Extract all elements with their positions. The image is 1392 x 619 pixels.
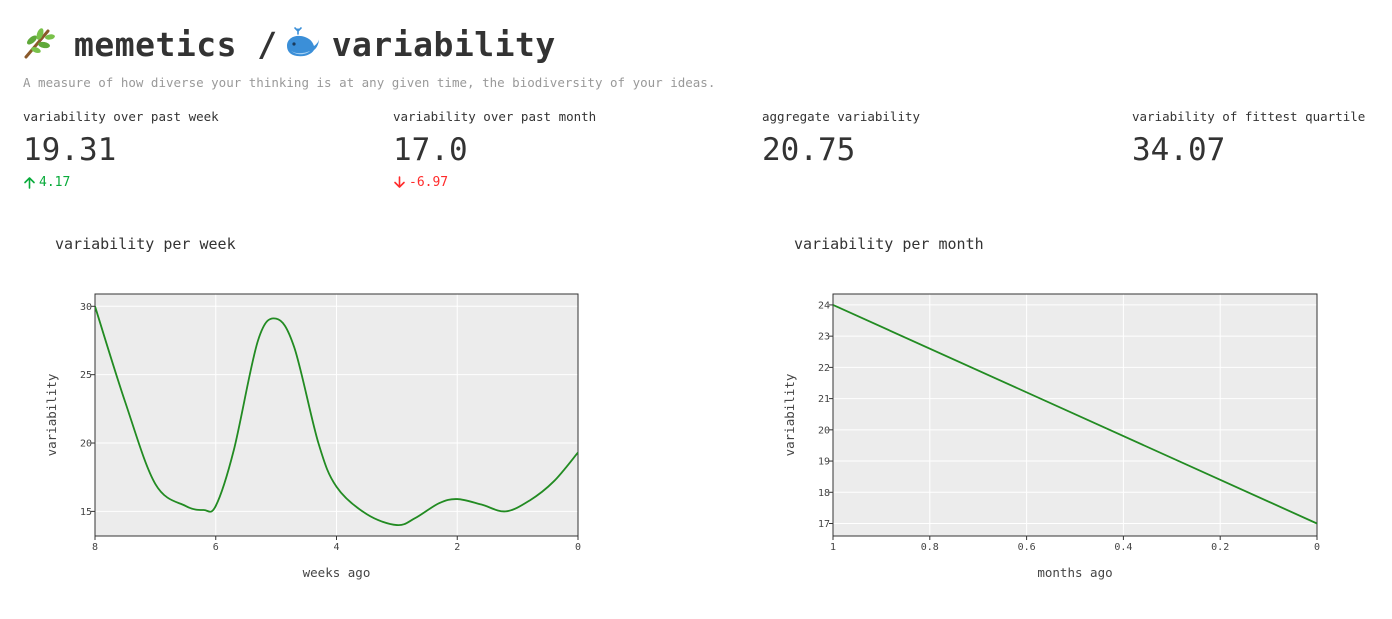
- monthly-variability-chart[interactable]: 1 0.8 0.6 0.4 0.2 0 17 18 19 20 21 22 23 24 months ago…: [740, 280, 1360, 600]
- y-tick-label: 30: [80, 302, 92, 313]
- x-tick-label: 1: [830, 542, 836, 553]
- metric-label: variability of fittest quartile: [1132, 109, 1366, 124]
- metric-label: variability over past month: [393, 109, 597, 124]
- x-tick-label: 8: [92, 542, 98, 553]
- x-tick-label: 2: [454, 542, 460, 553]
- metric-value: 19.31: [23, 132, 117, 168]
- x-tick-label: 0.8: [921, 542, 939, 553]
- metric-aggregate: aggregate variability 20.75: [762, 108, 920, 171]
- x-tick-label: 0.6: [1018, 542, 1036, 553]
- y-tick-label: 20: [80, 439, 92, 450]
- plot-frame: [832, 293, 1318, 537]
- series-line: [95, 306, 578, 527]
- branch-leaf-icon: [22, 26, 58, 62]
- y-tick-label: 19: [818, 457, 830, 468]
- y-tick-label: 24: [818, 300, 830, 311]
- arrow-down-icon: [394, 176, 405, 188]
- y-tick-label: 22: [818, 363, 830, 374]
- metric-delta-value: 4.17: [39, 175, 71, 190]
- y-tick-label: 17: [818, 519, 830, 530]
- y-tick-label: 15: [80, 507, 92, 518]
- metric-label: variability over past week: [23, 109, 219, 124]
- metric-past-month: variability over past month 17.0 -6.97: [393, 108, 596, 190]
- metric-value: 34.07: [1132, 132, 1226, 168]
- y-tick-label: 20: [818, 425, 830, 436]
- x-tick-label: 6: [213, 542, 219, 553]
- y-tick-label: 21: [818, 394, 830, 405]
- metric-fittest-quartile: variability of fittest quartile 34.07: [1132, 108, 1365, 171]
- y-axis-title: variability: [782, 373, 797, 456]
- y-axis-title: variability: [44, 373, 59, 456]
- page-title: variability: [331, 24, 556, 64]
- y-tick-label: 23: [818, 332, 830, 343]
- plot-frame: [94, 293, 579, 537]
- x-tick-label: 0: [575, 542, 581, 553]
- y-tick-label: 18: [818, 488, 830, 499]
- x-axis-title: months ago: [1037, 565, 1112, 580]
- x-axis-title: weeks ago: [303, 565, 371, 580]
- x-tick-label: 0.4: [1114, 542, 1132, 553]
- chart-title-weekly: variability per week: [55, 235, 236, 253]
- y-tick-label: 25: [80, 370, 92, 381]
- metric-value: 20.75: [762, 132, 856, 168]
- page-subtitle: A measure of how diverse your thinking i…: [23, 75, 716, 90]
- whale-icon: [284, 26, 320, 62]
- metric-past-week: variability over past week 19.31 4.17: [23, 108, 219, 190]
- page-header: memetics / variability: [22, 22, 556, 66]
- metric-delta-value: -6.97: [409, 175, 449, 190]
- x-tick-label: 0.2: [1211, 542, 1229, 553]
- x-tick-label: 0: [1314, 542, 1320, 553]
- page-title-prefix: memetics /: [74, 24, 278, 64]
- metric-label: aggregate variability: [762, 109, 921, 124]
- x-tick-label: 4: [333, 542, 339, 553]
- metric-delta: -6.97: [393, 175, 596, 190]
- arrow-up-icon: [24, 177, 35, 189]
- chart-title-monthly: variability per month: [794, 235, 984, 253]
- series-line: [833, 304, 1317, 525]
- metric-value: 17.0: [393, 132, 468, 168]
- metric-delta: 4.17: [23, 175, 219, 190]
